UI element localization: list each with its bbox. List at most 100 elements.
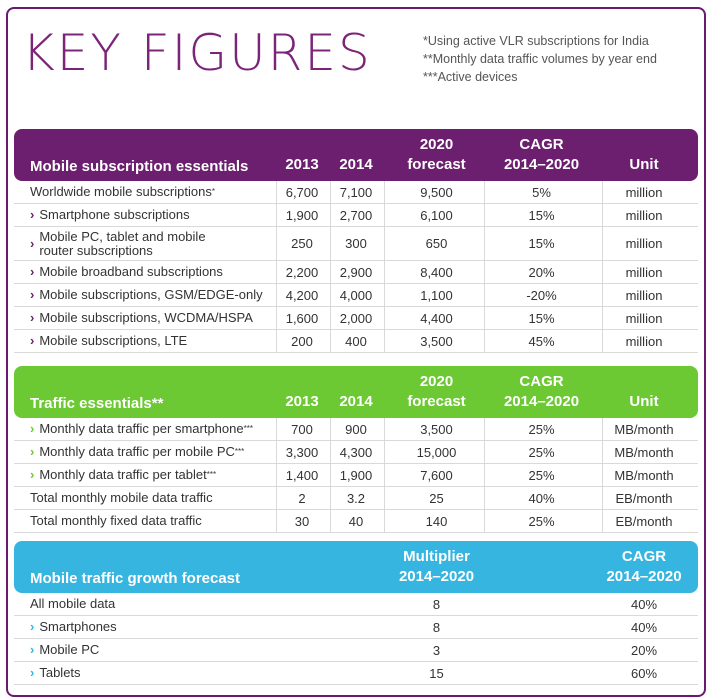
column-divider [384,510,385,532]
row-label: › Mobile subscriptions, WCDMA/HSPA [30,307,253,329]
column-divider [384,227,385,260]
value-2013: 700 [291,421,313,437]
chevron-right-icon: › [30,310,35,325]
column-divider [602,441,603,463]
table-row: Total monthly fixed data traffic 30 40 140 2… [14,510,698,533]
row-label-line: Worldwide mobile subscriptions [30,184,212,199]
column-divider [330,181,331,203]
chevron-right-icon: › [30,207,35,222]
value-cagr: 20% [528,264,555,280]
traffic-header: Traffic essentials** 2013 2014 2020 forec… [14,366,698,418]
row-label-text: Monthly data traffic per smartphone*** [39,422,253,436]
value-2013: 2 [298,490,306,506]
footnotes: *Using active VLR subscriptions for Indi… [423,32,657,86]
header-cagr: CAGR 2014–2020 [606,548,682,585]
value-unit: MB/month [614,467,674,483]
table-row: › Mobile PC, tablet and mobile router subs… [14,227,698,261]
value-2020-forecast: 140 [425,513,448,529]
value-unit: million [625,264,663,280]
row-label: › Smartphones [30,616,117,638]
value-cagr: 60% [630,665,658,681]
chevron-right-icon: › [30,467,35,482]
column-divider [276,330,277,352]
row-label: › Tablets [30,662,81,684]
value-cagr: 40% [528,490,555,506]
table-row: Worldwide mobile subscriptions* 6,700 7,10… [14,181,698,204]
row-label-text: Worldwide mobile subscriptions* [30,185,215,199]
value-2020-forecast: 4,400 [420,310,453,326]
row-label-line: Mobile subscriptions, LTE [39,333,188,348]
value-unit: MB/month [614,444,674,460]
column-divider [276,464,277,486]
column-divider [484,307,485,329]
growth-rows: All mobile data 8 40% › Smartphones 8 40% › Mobi… [14,593,698,685]
chevron-right-icon: › [30,642,35,657]
value-unit: million [625,207,663,223]
column-divider [602,487,603,509]
column-divider [276,181,277,203]
header-forecast: 2020 forecast [407,373,466,410]
column-divider [276,441,277,463]
value-unit: MB/month [614,421,674,437]
value-multiplier: 8 [432,596,441,612]
value-2020-forecast: 9,500 [420,184,453,200]
column-divider [276,307,277,329]
value-unit: million [625,333,663,349]
row-label: › Smartphone subscriptions [30,204,190,226]
row-label: › Monthly data traffic per mobile PC*** [30,441,244,463]
column-divider [484,204,485,226]
value-multiplier: 15 [429,665,444,681]
header-cagr: CAGR 2014–2020 [503,373,580,410]
value-2020-forecast: 650 [425,236,448,251]
column-divider [384,307,385,329]
value-2013: 1,400 [285,467,319,483]
column-divider [484,227,485,260]
row-label-line: Mobile broadband subscriptions [39,264,223,279]
header-forecast: 2020 forecast [407,136,466,173]
value-2014: 2,000 [339,310,373,326]
column-divider [276,418,277,440]
chevron-right-icon: › [30,333,35,348]
value-2020-forecast: 7,600 [420,467,453,483]
column-divider [384,330,385,352]
row-label-text: Smartphones [39,619,117,634]
value-2013: 6,700 [285,184,319,200]
value-cagr: 15% [528,207,555,223]
row-label: › Monthly data traffic per smartphone*** [30,418,253,440]
subscriptions-rows: Worldwide mobile subscriptions* 6,700 7,10… [14,181,698,353]
row-label: › Mobile subscriptions, GSM/EDGE-only [30,284,263,306]
column-divider [484,284,485,306]
row-label-line: Total monthly fixed data traffic [30,513,202,528]
value-cagr: 45% [528,333,555,349]
subscriptions-table: Mobile subscription essentials 2013 2014… [14,129,698,353]
value-2014: 3.2 [346,490,366,506]
column-divider [384,204,385,226]
table-row: › Smartphone subscriptions 1,900 2,700 6,100… [14,204,698,227]
column-divider [602,284,603,306]
column-divider [484,464,485,486]
value-cagr: 20% [630,642,658,658]
row-label: › Mobile broadband subscriptions [30,261,223,283]
value-cagr: 25% [528,421,555,437]
table-row: All mobile data 8 40% [14,593,698,616]
table-row: › Mobile broadband subscriptions 2,200 2,90… [14,261,698,284]
value-2020-forecast: 6,100 [420,207,453,223]
value-multiplier: 8 [432,619,441,635]
row-label: All mobile data [30,593,115,615]
row-label: Worldwide mobile subscriptions* [30,181,215,203]
table-row: › Monthly data traffic per mobile PC*** 3,… [14,441,698,464]
row-label: Total monthly fixed data traffic [30,510,202,532]
row-label: › Mobile subscriptions, LTE [30,330,187,352]
column-divider [484,487,485,509]
row-label-line: Mobile subscriptions, WCDMA/HSPA [39,310,253,325]
chevron-right-icon: › [30,421,35,436]
chevron-right-icon: › [30,287,35,302]
column-divider [602,181,603,203]
row-label-line: Monthly data traffic per tablet [39,467,207,482]
value-unit: million [625,236,663,251]
column-divider [484,441,485,463]
column-divider [330,227,331,260]
column-divider [330,487,331,509]
table-row: › Mobile PC 3 20% [14,639,698,662]
row-label-text: Mobile subscriptions, WCDMA/HSPA [39,311,253,325]
